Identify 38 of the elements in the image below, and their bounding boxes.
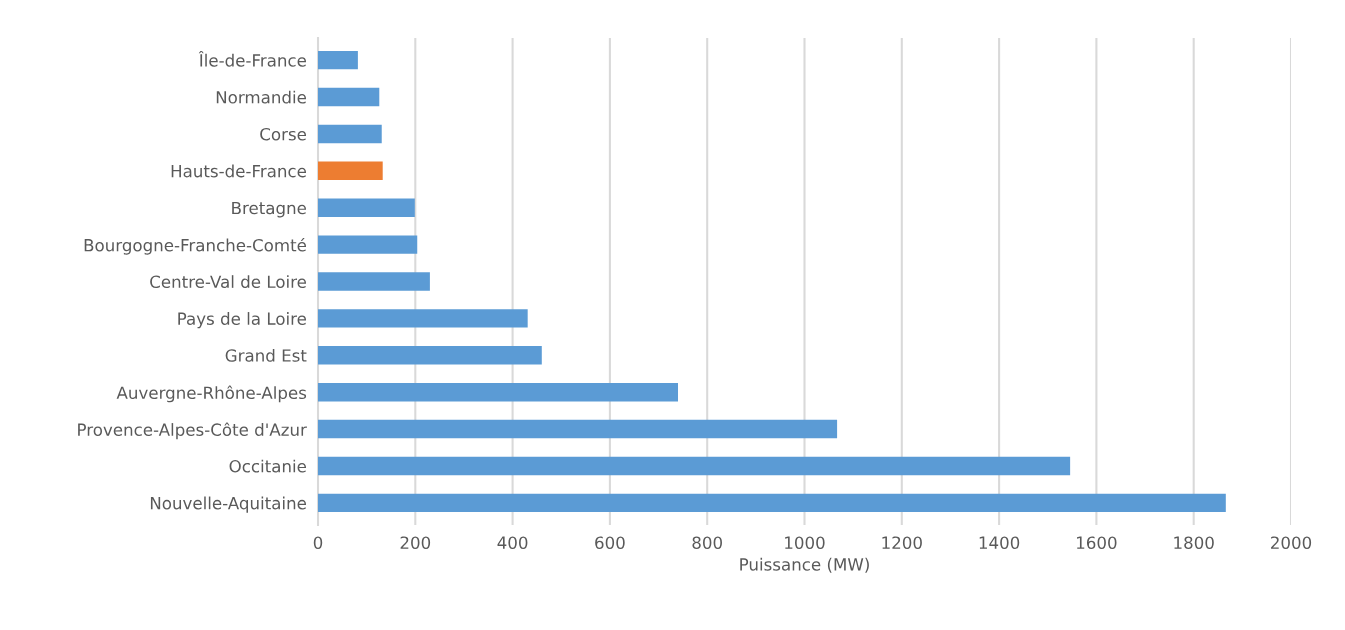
y-tick-label: Provence-Alpes-Côte d'Azur (78, 422, 307, 440)
y-tick-label: Normandie (216, 90, 306, 104)
y-tick-label: Grand Est (225, 348, 307, 362)
y-tick-label: Bourgogne-Franche-Comté (84, 237, 306, 255)
x-tick-label: 2000 (1271, 536, 1312, 550)
x-tick-label: 400 (497, 536, 528, 550)
bar (318, 161, 383, 181)
y-tick-label: Nouvelle-Aquitaine (150, 496, 306, 513)
x-tick-label: 600 (595, 536, 625, 550)
y-tick-label: Hauts-de-France (171, 164, 306, 178)
y-tick-label: Occitanie (229, 459, 306, 473)
y-tick-label: Bretagne (232, 201, 306, 218)
x-tick-label: 0 (313, 536, 323, 550)
bar (318, 198, 415, 217)
bar (318, 235, 418, 254)
bar (318, 309, 528, 328)
x-tick-label: 1000 (785, 536, 825, 550)
bar (318, 87, 380, 107)
bar (318, 272, 430, 291)
x-tick-label: 800 (692, 536, 722, 550)
x-tick-label: 200 (400, 536, 431, 550)
bar (318, 456, 1071, 476)
x-tick-label: 1800 (1174, 536, 1214, 550)
y-tick-label: Pays de la Loire (178, 312, 306, 329)
bar (318, 419, 838, 439)
y-tick-label: Centre-Val de Loire (150, 275, 306, 289)
y-tick-label: Île-de-France (198, 51, 306, 67)
bar (318, 124, 382, 144)
x-tick-label: 1200 (882, 536, 922, 550)
x-tick-label: 1600 (1077, 536, 1117, 550)
bar (318, 346, 542, 365)
y-tick-label: Auvergne-Rhône-Alpes (116, 385, 307, 403)
x-axis-title: Puissance (MW) (740, 557, 869, 573)
bar (318, 50, 358, 70)
bar (318, 382, 679, 402)
x-tick-label: 1400 (979, 536, 1020, 550)
y-tick-label: Corse (260, 127, 306, 141)
bar (318, 493, 1226, 513)
